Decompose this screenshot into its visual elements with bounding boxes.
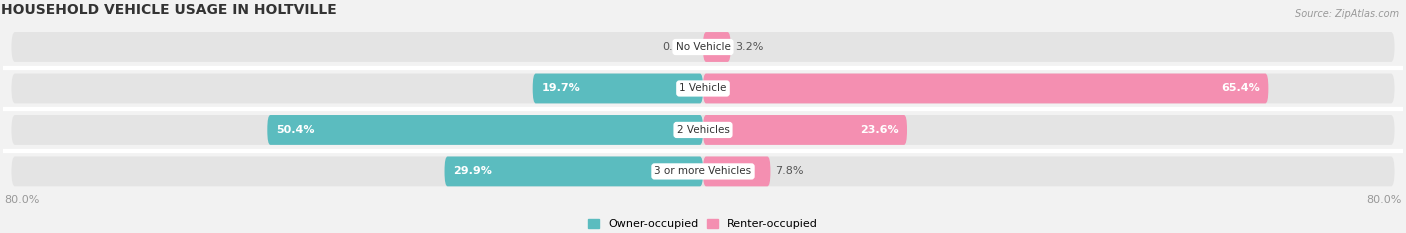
- Text: 80.0%: 80.0%: [4, 195, 39, 206]
- FancyBboxPatch shape: [11, 74, 1395, 103]
- Text: 3.2%: 3.2%: [735, 42, 763, 52]
- Text: 1 Vehicle: 1 Vehicle: [679, 83, 727, 93]
- FancyBboxPatch shape: [11, 32, 1395, 62]
- FancyBboxPatch shape: [11, 115, 1395, 145]
- Text: 0.0%: 0.0%: [662, 42, 690, 52]
- Text: 3 or more Vehicles: 3 or more Vehicles: [654, 166, 752, 176]
- FancyBboxPatch shape: [533, 74, 703, 103]
- FancyBboxPatch shape: [703, 157, 770, 186]
- Text: 19.7%: 19.7%: [541, 83, 581, 93]
- Text: 7.8%: 7.8%: [775, 166, 803, 176]
- Text: HOUSEHOLD VEHICLE USAGE IN HOLTVILLE: HOUSEHOLD VEHICLE USAGE IN HOLTVILLE: [1, 3, 337, 17]
- Legend: Owner-occupied, Renter-occupied: Owner-occupied, Renter-occupied: [588, 219, 818, 229]
- Text: 29.9%: 29.9%: [453, 166, 492, 176]
- FancyBboxPatch shape: [11, 157, 1395, 186]
- Text: No Vehicle: No Vehicle: [675, 42, 731, 52]
- Text: Source: ZipAtlas.com: Source: ZipAtlas.com: [1295, 9, 1399, 19]
- FancyBboxPatch shape: [267, 115, 703, 145]
- FancyBboxPatch shape: [703, 115, 907, 145]
- Text: 65.4%: 65.4%: [1220, 83, 1260, 93]
- FancyBboxPatch shape: [444, 157, 703, 186]
- Text: 23.6%: 23.6%: [859, 125, 898, 135]
- FancyBboxPatch shape: [703, 32, 731, 62]
- Text: 2 Vehicles: 2 Vehicles: [676, 125, 730, 135]
- Text: 80.0%: 80.0%: [1367, 195, 1402, 206]
- FancyBboxPatch shape: [703, 74, 1268, 103]
- Text: 50.4%: 50.4%: [276, 125, 315, 135]
